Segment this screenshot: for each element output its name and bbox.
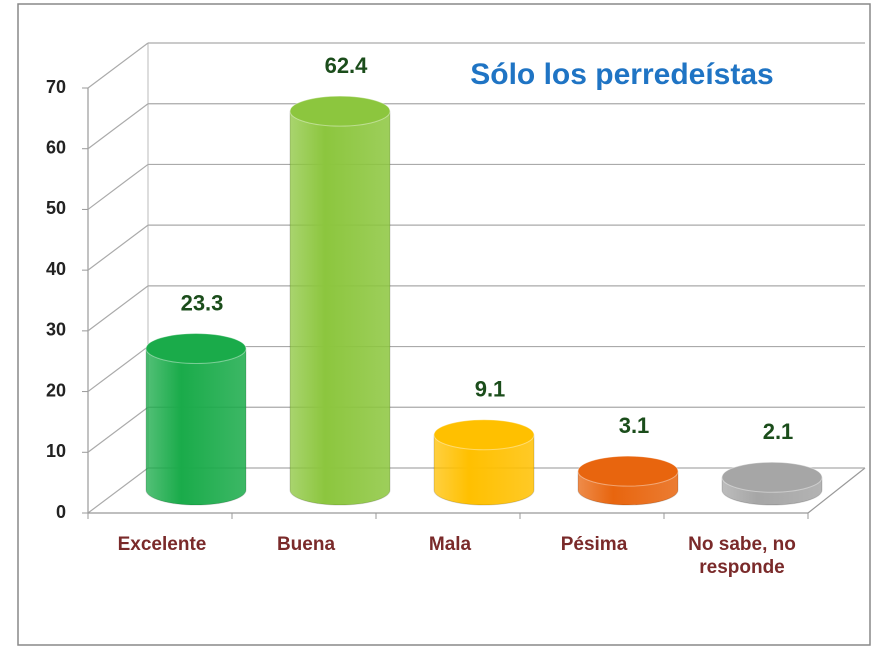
value-label: 23.3	[181, 290, 224, 315]
chart-title: Sólo los perredeístas	[470, 58, 773, 91]
value-label: 62.4	[325, 53, 369, 78]
y-tick-label: 70	[46, 77, 66, 97]
value-label: 9.1	[475, 377, 506, 402]
grid-line	[87, 103, 149, 150]
bar-top	[721, 461, 823, 493]
grid-line	[87, 406, 149, 453]
grid-line	[87, 42, 149, 89]
y-tick-label: 60	[46, 137, 66, 157]
y-tick-label: 0	[56, 502, 66, 522]
bar	[145, 348, 247, 506]
y-tick-label: 10	[46, 441, 66, 461]
grid-line	[87, 163, 149, 210]
bar	[289, 110, 391, 506]
y-tick-label: 50	[46, 198, 66, 218]
x-tick-label: No sabe, no responde	[688, 534, 796, 578]
y-tick-label: 30	[46, 320, 66, 340]
bar-top	[433, 419, 535, 451]
x-tick-label: Mala	[428, 534, 472, 555]
value-label: 2.1	[763, 419, 794, 444]
bar-top	[145, 333, 247, 365]
y-tick-label: 20	[46, 380, 66, 400]
grid-line	[87, 285, 149, 332]
x-tick-label: Excelente	[117, 534, 207, 555]
bar-top	[289, 95, 391, 127]
value-label: 3.1	[619, 413, 650, 438]
bar-top	[577, 455, 679, 487]
y-tick-label: 40	[46, 259, 66, 279]
grid-line	[87, 467, 149, 514]
floor-right	[807, 467, 866, 514]
grid-line	[87, 346, 149, 393]
grid-line	[87, 224, 149, 271]
bar	[433, 434, 535, 506]
x-tick-label: Pésima	[560, 534, 628, 555]
chart-border	[17, 3, 871, 646]
x-tick-label: Buena	[276, 534, 336, 555]
